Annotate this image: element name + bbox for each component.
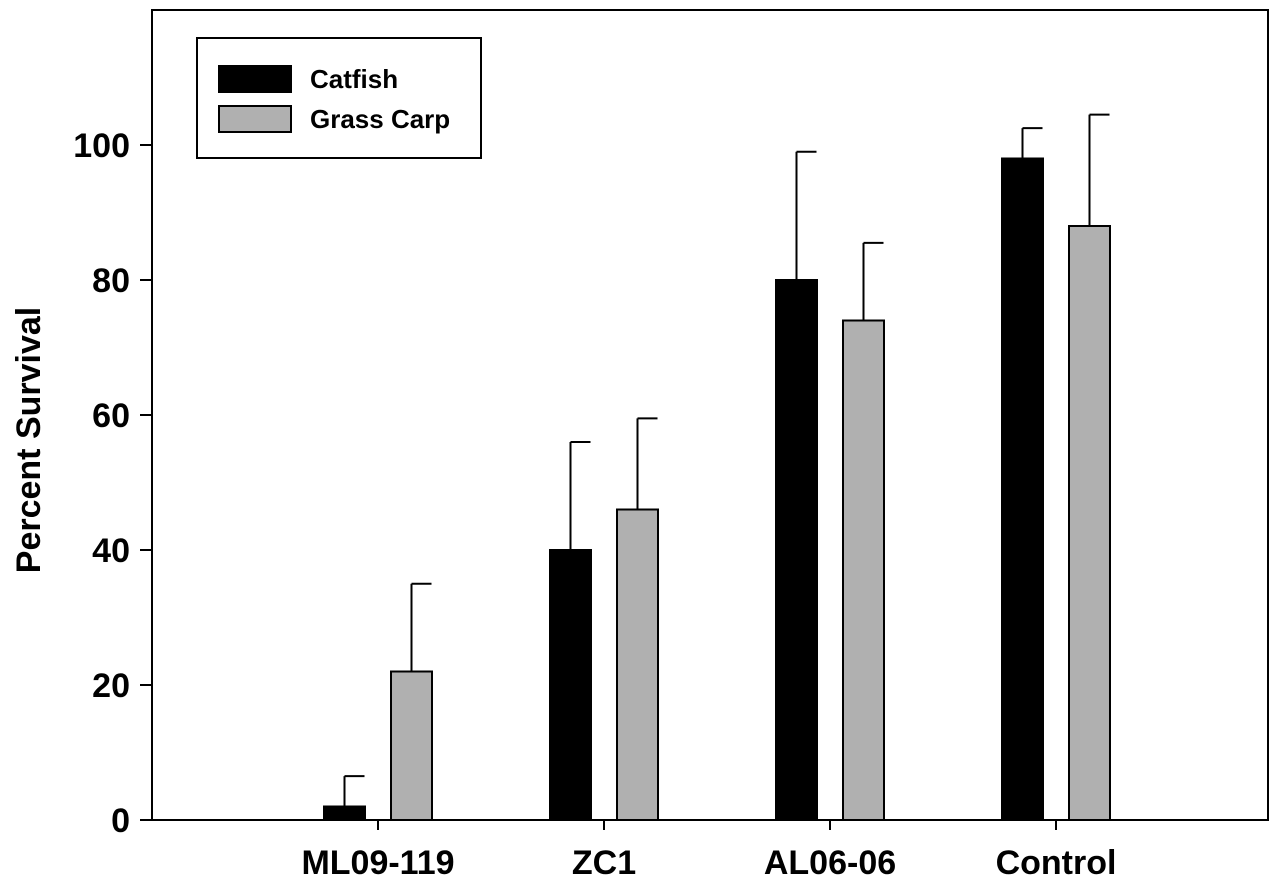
legend: Catfish Grass Carp [196,37,482,159]
x-tick-label: AL06-06 [764,844,896,880]
y-tick-label: 0 [111,802,130,840]
y-tick-label: 20 [92,667,130,705]
bar-grass-carp [842,319,885,821]
bar-catfish [323,805,366,821]
legend-swatch [218,105,292,133]
x-tick-label: ML09-119 [301,844,454,880]
bars-group [323,113,1111,821]
bar-catfish [549,549,592,821]
legend-label: Grass Carp [310,104,450,134]
y-tick-label: 100 [73,127,130,165]
y-tick-label: 40 [92,532,130,570]
legend-box [196,37,482,159]
x-tick-label: ZC1 [572,844,636,880]
x-tick-label: Control [996,844,1117,880]
x-axis: ML09-119 ZC1 AL06-06 Control [301,820,1116,880]
bar-grass-carp [616,508,659,821]
bar-catfish [775,279,818,821]
y-tick-label: 80 [92,262,130,300]
y-tick-label: 60 [92,397,130,435]
y-axis-label: Percent Survival [10,307,48,573]
bar-catfish [1001,157,1044,821]
bar-grass-carp [1068,225,1111,821]
legend-swatch [218,65,292,93]
y-axis: 0 20 40 60 80 100 [73,127,152,840]
bar-grass-carp [390,670,433,821]
legend-label: Catfish [310,64,398,94]
